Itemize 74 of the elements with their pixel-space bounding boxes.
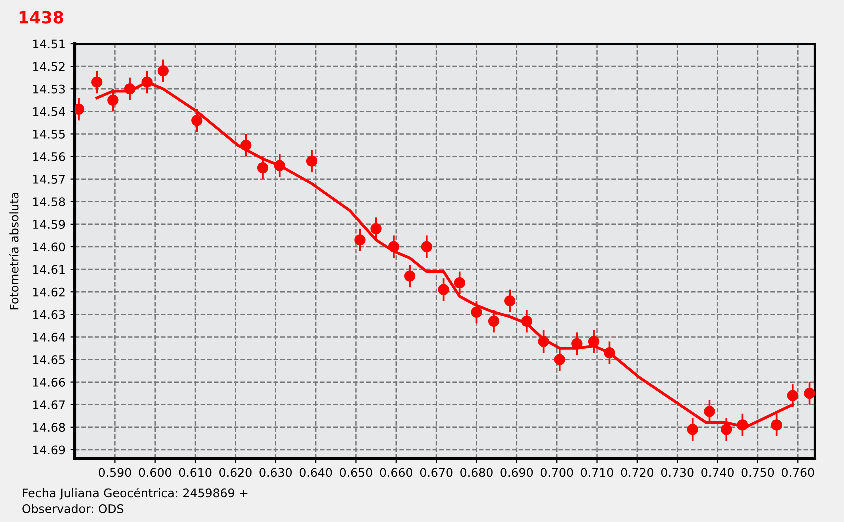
y-tick-label: 14.58: [33, 198, 66, 207]
point: [521, 316, 533, 327]
point: [388, 241, 400, 253]
point: [771, 420, 782, 431]
point: [737, 420, 748, 431]
y-tick-label: 14.68: [33, 423, 66, 432]
x-tick-label: 0.750: [742, 468, 774, 478]
x-tick-label: 0.600: [139, 468, 172, 478]
y-axis-title: Fotometría absoluta: [9, 193, 19, 310]
point: [687, 424, 698, 436]
point: [454, 278, 466, 289]
y-tick-label: 14.60: [33, 242, 66, 252]
point: [554, 354, 566, 366]
text: Fecha Juliana Geocéntrica: 2459869 +: [23, 488, 248, 500]
point: [704, 406, 716, 418]
point: [588, 336, 600, 348]
x-tick-label: 0.720: [621, 468, 654, 478]
point: [438, 284, 450, 296]
point: [787, 390, 798, 402]
y-tick-label: 14.56: [33, 152, 66, 162]
y-tick-label: 14.67: [33, 400, 65, 410]
x-tick-label: 0.730: [661, 468, 694, 478]
y-tick-label: 14.57: [33, 175, 65, 184]
point: [421, 241, 432, 253]
y-tick-label: 14.61: [33, 265, 65, 274]
x-tick-label: 0.640: [300, 468, 332, 478]
point: [604, 347, 616, 359]
x-tick-label: 0.740: [702, 468, 734, 478]
y-tick-label: 14.55: [33, 130, 65, 139]
x-tick-label: 0.590: [99, 468, 132, 478]
y-tick-label: 14.62: [33, 288, 65, 297]
point: [538, 336, 550, 348]
point: [274, 160, 286, 172]
chart-title: 1438: [20, 11, 64, 24]
x-tick-label: 0.700: [540, 468, 574, 478]
x-tick-label: 0.660: [380, 468, 413, 478]
text: Observador: ODS: [22, 504, 124, 514]
x-tick-label: 0.610: [179, 468, 212, 478]
point: [92, 76, 103, 88]
point: [158, 66, 169, 77]
point: [142, 76, 153, 88]
x-tick-label: 0.620: [220, 468, 252, 478]
x-tick-label: 0.760: [782, 468, 814, 478]
x-tick-label: 0.710: [581, 468, 614, 478]
point: [404, 270, 416, 282]
point: [488, 316, 500, 327]
point: [306, 156, 318, 167]
y-tick-label: 14.51: [33, 40, 65, 49]
y-tick-label: 14.52: [33, 62, 65, 72]
point: [257, 162, 269, 174]
point: [124, 84, 136, 95]
y-tick-label: 14.69: [33, 446, 66, 455]
x-tick-label: 0.630: [260, 468, 292, 478]
point: [75, 104, 85, 115]
y-tick-label: 14.65: [33, 355, 65, 364]
x-tick-label: 0.670: [420, 468, 453, 478]
point: [370, 223, 382, 234]
y-tick-label: 14.53: [33, 84, 66, 94]
x-tick-label: 0.650: [340, 468, 372, 478]
point: [354, 234, 366, 246]
point: [108, 94, 119, 106]
point: [504, 296, 516, 307]
point: [804, 388, 815, 400]
x-tick-label: 0.690: [500, 468, 534, 478]
y-tick-label: 14.54: [33, 108, 66, 116]
x-tick-label: 0.680: [460, 468, 493, 478]
y-tick-label: 14.64: [33, 332, 66, 342]
point: [192, 115, 203, 126]
point: [721, 424, 732, 436]
point: [471, 306, 482, 318]
y-tick-label: 14.59: [33, 220, 66, 230]
y-tick-label: 14.63: [33, 310, 66, 320]
point: [240, 140, 252, 152]
y-tick-label: 14.66: [33, 378, 66, 387]
